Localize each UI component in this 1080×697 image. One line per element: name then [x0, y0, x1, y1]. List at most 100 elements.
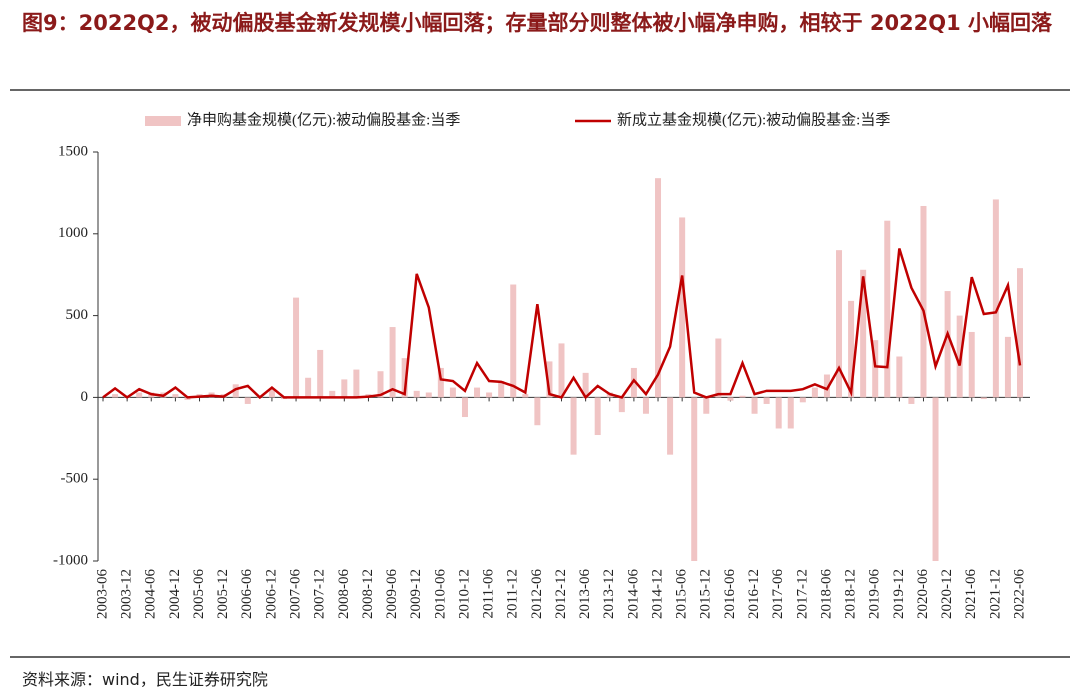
legend-swatch — [145, 116, 181, 126]
legend-label: 新成立基金规模(亿元):被动偏股基金:当季 — [617, 111, 890, 128]
x-tick-label: 2008-06 — [336, 569, 352, 619]
bar — [353, 369, 360, 398]
x-tick-label: 2019-12 — [891, 569, 907, 619]
bar — [582, 372, 589, 398]
x-tick-label: 2007-06 — [287, 569, 303, 619]
bar — [860, 269, 867, 398]
y-tick-label: 1500 — [58, 143, 88, 159]
bar — [293, 297, 300, 398]
bar — [836, 250, 843, 398]
x-tick-label: 2011-06 — [481, 569, 497, 619]
bar — [872, 340, 879, 398]
x-tick-label: 2012-06 — [529, 569, 545, 619]
bar — [775, 397, 782, 429]
legend-label: 净申购基金规模(亿元):被动偏股基金:当季 — [187, 111, 460, 128]
x-tick-label: 2014-12 — [649, 569, 665, 619]
bar — [642, 397, 649, 414]
x-tick-label: 2010-12 — [456, 569, 472, 619]
x-tick-label: 2011-12 — [505, 569, 521, 618]
bar — [558, 343, 565, 398]
bar — [546, 361, 553, 398]
y-tick-label: 0 — [81, 389, 89, 405]
x-tick-label: 2007-12 — [312, 569, 328, 619]
x-tick-label: 2008-12 — [360, 569, 376, 619]
title: 图9：2022Q2，被动偏股基金新发规模小幅回落；存量部分则整体被小幅净申购，相… — [22, 11, 1053, 35]
x-tick-label: 2015-12 — [698, 569, 714, 619]
bar — [667, 397, 674, 455]
x-tick-label: 2006-06 — [239, 569, 255, 619]
bar — [655, 178, 662, 398]
bar — [498, 381, 505, 398]
x-tick-label: 2005-06 — [191, 569, 207, 619]
x-tick-label: 2009-06 — [384, 569, 400, 619]
bar — [799, 397, 806, 403]
bar — [848, 300, 855, 398]
bar — [401, 358, 408, 398]
bar — [691, 397, 698, 561]
bar — [618, 397, 625, 413]
x-tick-label: 2003-12 — [119, 569, 135, 619]
bar — [944, 291, 951, 398]
bar — [679, 217, 686, 398]
bar — [594, 397, 601, 436]
bar — [341, 379, 348, 398]
bar — [787, 397, 794, 429]
bar — [703, 397, 710, 414]
x-tick-label: 2018-06 — [818, 569, 834, 619]
x-tick-label: 2009-12 — [408, 569, 424, 619]
x-tick-label: 2017-12 — [794, 569, 810, 619]
bar — [486, 392, 493, 398]
x-tick-label: 2004-06 — [143, 569, 159, 619]
bar — [449, 387, 456, 398]
bar — [980, 397, 987, 400]
source: 资料来源：wind，民生证券研究院 — [22, 670, 268, 689]
x-tick-label: 2014-06 — [625, 569, 641, 619]
bar — [136, 392, 143, 398]
x-tick-label: 2021-06 — [963, 569, 979, 619]
bar — [244, 397, 251, 404]
bar — [739, 395, 746, 398]
x-tick-label: 2003-06 — [94, 569, 110, 619]
bar — [232, 384, 239, 398]
x-tick-label: 2018-12 — [843, 569, 859, 619]
bar — [630, 367, 637, 398]
x-tick-label: 2022-06 — [1011, 569, 1027, 619]
bar — [1004, 336, 1011, 398]
x-tick-label: 2013-12 — [601, 569, 617, 619]
bar — [474, 387, 481, 398]
bar — [715, 338, 722, 398]
bar — [992, 199, 999, 398]
bar — [425, 392, 432, 398]
bar — [389, 327, 396, 398]
bar — [932, 397, 939, 561]
bar — [763, 397, 770, 404]
y-tick-label: -500 — [61, 471, 89, 487]
x-tick-label: 2016-06 — [722, 569, 738, 619]
x-tick-label: 2020-12 — [939, 569, 955, 619]
bar — [534, 397, 541, 426]
bar — [461, 397, 468, 418]
bar — [908, 397, 915, 404]
bar — [1017, 268, 1023, 398]
x-tick-label: 2005-12 — [215, 569, 231, 619]
bar — [510, 284, 517, 398]
x-tick-label: 2015-06 — [674, 569, 690, 619]
bar — [884, 220, 891, 398]
bar — [920, 205, 927, 398]
x-tick-label: 2019-06 — [867, 569, 883, 619]
bar — [727, 397, 734, 401]
bar — [413, 390, 420, 398]
bar — [968, 331, 975, 398]
bar — [570, 397, 577, 455]
x-tick-label: 2017-06 — [770, 569, 786, 619]
y-tick-label: -1000 — [53, 552, 88, 568]
y-tick-label: 500 — [66, 307, 89, 323]
bar — [317, 349, 324, 398]
x-tick-label: 2004-12 — [167, 569, 183, 619]
x-tick-label: 2006-12 — [263, 569, 279, 619]
bar — [112, 394, 119, 398]
bar — [377, 371, 384, 398]
bar — [437, 367, 444, 398]
line — [102, 248, 1022, 400]
